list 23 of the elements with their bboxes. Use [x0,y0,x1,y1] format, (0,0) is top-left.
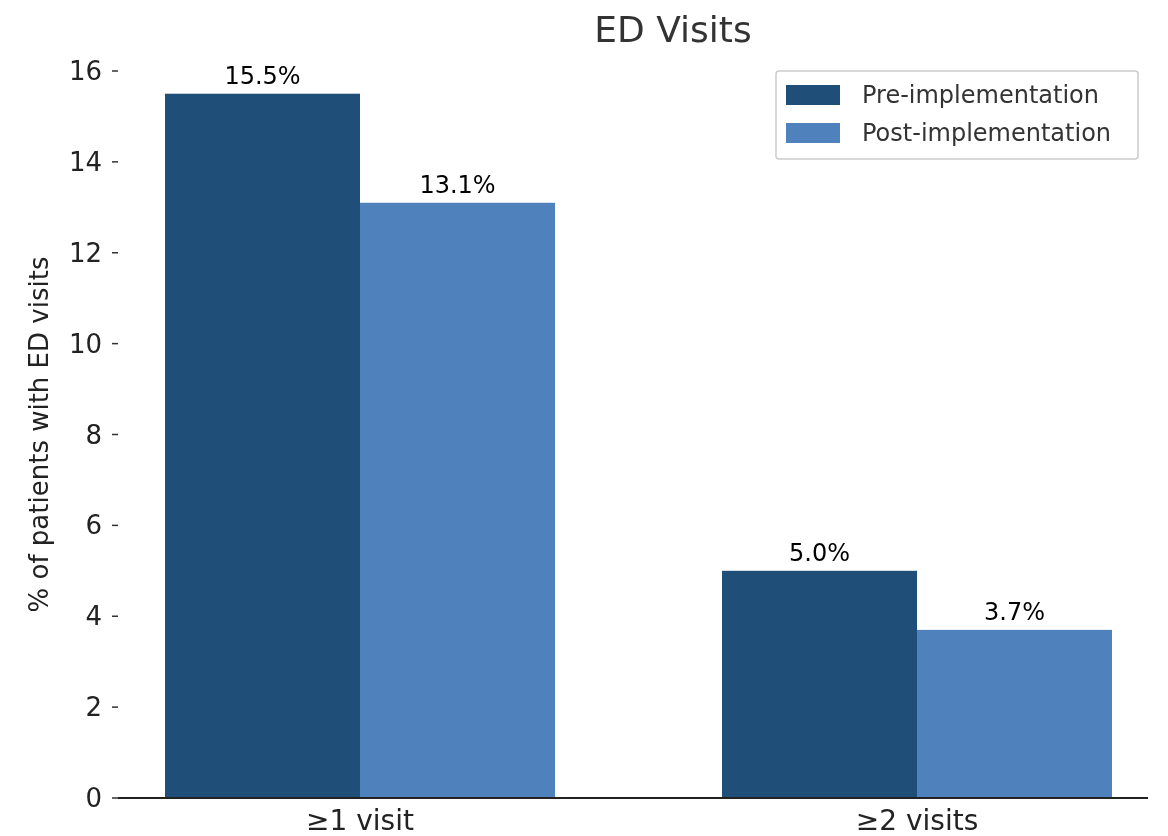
y-tick-label: 0 [85,783,102,814]
chart-title: ED Visits [594,9,752,50]
y-tick-label: 4 [85,601,102,632]
y-tick-label: 16 [68,56,102,87]
y-tick-label: 14 [68,146,102,177]
legend-label: Post-implementation [862,119,1112,148]
x-tick-label: ≥2 visits [855,804,979,836]
y-tick-label: 6 [85,510,102,541]
data-label: 15.5% [224,61,301,90]
y-tick-label: 10 [68,328,102,359]
bar [722,570,917,798]
legend-label: Pre-implementation [862,81,1099,110]
bar [165,93,360,798]
bar [917,629,1112,798]
y-axis-title: % of patients with ED visits [24,256,54,613]
y-tick-label: 2 [85,692,102,723]
x-tick-label: ≥1 visit [306,804,414,836]
data-label: 13.1% [419,170,496,199]
y-tick-label: 8 [85,419,102,450]
data-label: 3.7% [984,597,1045,626]
data-label: 5.0% [789,538,850,567]
bar [360,202,555,798]
y-tick-label: 12 [68,237,102,268]
